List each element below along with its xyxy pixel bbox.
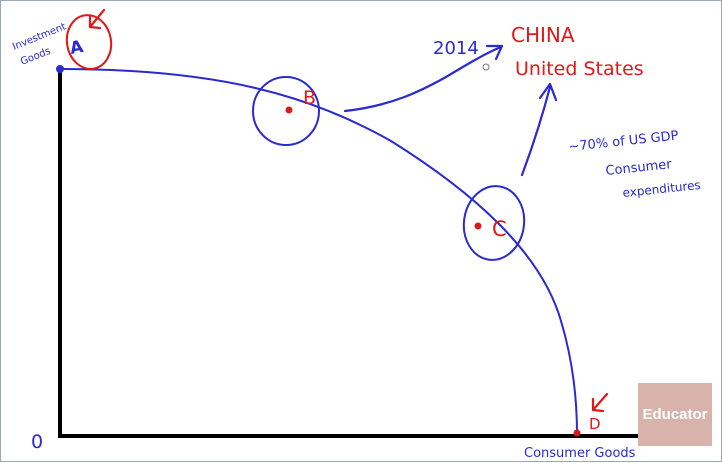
y-axis-label-line1: Investment: [11, 21, 68, 52]
united-states-label: United States: [515, 58, 644, 80]
point-b-marker: [285, 106, 293, 114]
origin-label: 0: [31, 431, 43, 453]
ppf-curve: [59, 68, 578, 435]
arrow-c-head-icon: [538, 82, 558, 102]
point-d-arrow-icon: [591, 392, 609, 413]
arrow-c-to-us-icon: [520, 85, 552, 177]
arrow-b-to-china-icon: [343, 45, 503, 113]
cursor-icon: [482, 63, 490, 71]
educator-logo-text: Educator: [642, 406, 708, 423]
point-a-label: A: [68, 37, 85, 59]
point-a-marker: [56, 65, 64, 73]
china-label: CHINA: [511, 23, 575, 47]
educator-logo: Educator: [638, 383, 712, 446]
point-d-marker: [573, 429, 581, 437]
point-c-circle: [462, 185, 526, 261]
gdp-note-line3: expenditures: [622, 178, 701, 200]
point-a-arrow-icon: [88, 8, 106, 30]
point-b-circle: [252, 76, 320, 146]
point-a-circle: [65, 14, 113, 70]
point-c-label: C: [492, 217, 507, 241]
point-c-marker: [474, 222, 482, 230]
gdp-note-line2: Consumer: [605, 157, 673, 179]
point-d-label: D: [589, 415, 601, 433]
x-axis-label: Consumer Goods: [524, 446, 636, 461]
gdp-note-line1: ~70% of US GDP: [568, 129, 680, 155]
year-label: 2014: [433, 38, 479, 59]
arrow-b-head-icon: [485, 44, 504, 61]
point-b-label: B: [303, 87, 316, 109]
